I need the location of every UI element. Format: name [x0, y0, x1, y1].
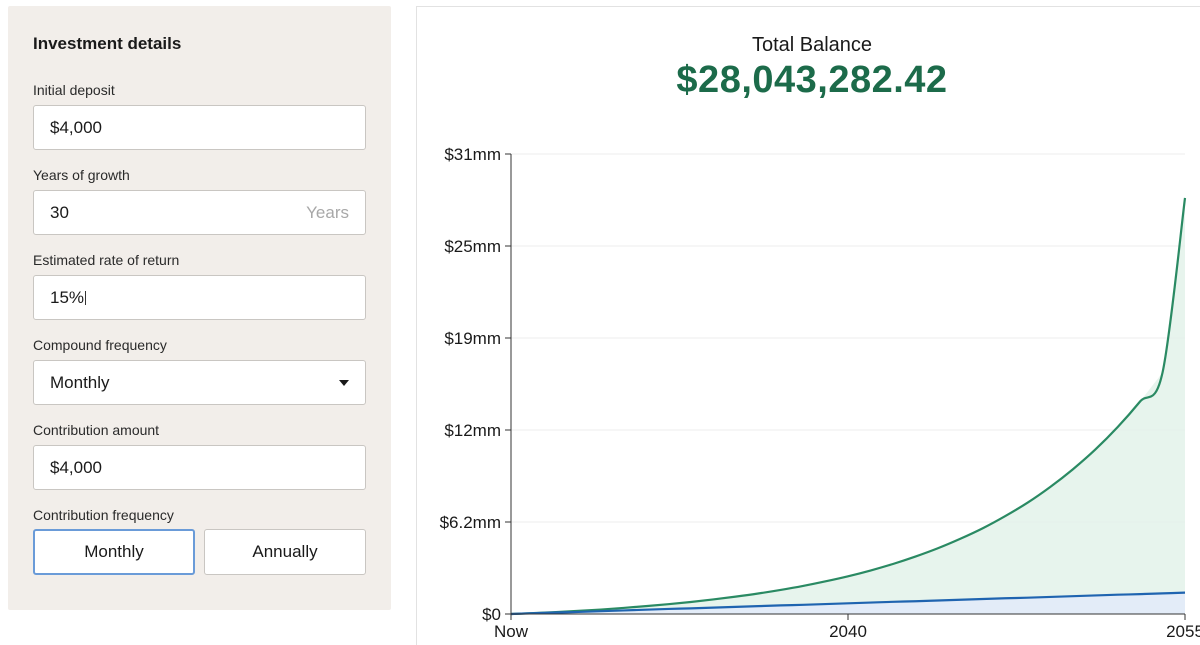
contribution-annually-button[interactable]: Annually — [204, 529, 366, 575]
years-suffix: Years — [306, 202, 349, 222]
rate-of-return-input[interactable]: 15% — [33, 275, 366, 320]
investment-details-panel: Investment details Initial deposit $4,00… — [8, 6, 391, 610]
contribution-amount-input[interactable]: $4,000 — [33, 445, 366, 490]
contribution-line — [510, 591, 1186, 616]
y-tick-label: $31mm — [444, 145, 501, 164]
panel-title: Investment details — [33, 34, 182, 53]
initial-deposit-value: $4,000 — [50, 117, 102, 137]
y-tick-label: $6.2mm — [440, 513, 501, 532]
contribution-monthly-button[interactable]: Monthly — [33, 529, 195, 575]
y-tick-label: $25mm — [444, 237, 501, 256]
years-of-growth-value: 30 — [50, 202, 69, 222]
total-balance-value: $28,043,282.42 — [676, 59, 948, 101]
rate-of-return-value-wrap: 15% — [50, 288, 349, 308]
years-of-growth-input[interactable]: 30 Years — [33, 190, 366, 235]
years-of-growth-label: Years of growth — [33, 167, 130, 183]
x-tick-label: 2055 — [1166, 622, 1200, 641]
x-tick-label: Now — [494, 622, 529, 641]
rate-of-return-value: 15% — [50, 287, 85, 307]
total-balance-label: Total Balance — [751, 34, 873, 56]
contribution-amount-value: $4,000 — [50, 457, 102, 477]
contribution-frequency-label: Contribution frequency — [33, 507, 174, 523]
balance-chart: $0 $6.2mm $12mm $19mm $25mm $31mm Now 2040 2055 — [440, 145, 1200, 641]
y-tick-label: $12mm — [444, 421, 501, 440]
rate-of-return-label: Estimated rate of return — [33, 252, 180, 268]
compound-frequency-select[interactable]: Monthly — [33, 360, 366, 405]
compound-frequency-label: Compound frequency — [33, 337, 167, 353]
y-tick-label: $0 — [482, 605, 501, 624]
contribution-amount-label: Contribution amount — [33, 422, 160, 438]
text-cursor-icon — [85, 291, 87, 306]
chevron-down-icon — [339, 379, 349, 386]
y-tick-label: $19mm — [444, 329, 501, 348]
balance-area — [511, 197, 1185, 614]
compound-frequency-value: Monthly — [50, 372, 110, 392]
balance-line — [510, 197, 1187, 616]
x-tick-label: 2040 — [829, 622, 867, 641]
chart-card: Total Balance $28,043,282.42 $0 $6.2mm $12… — [416, 6, 1200, 645]
initial-deposit-input[interactable]: $4,000 — [33, 105, 366, 150]
initial-deposit-label: Initial deposit — [33, 82, 115, 98]
